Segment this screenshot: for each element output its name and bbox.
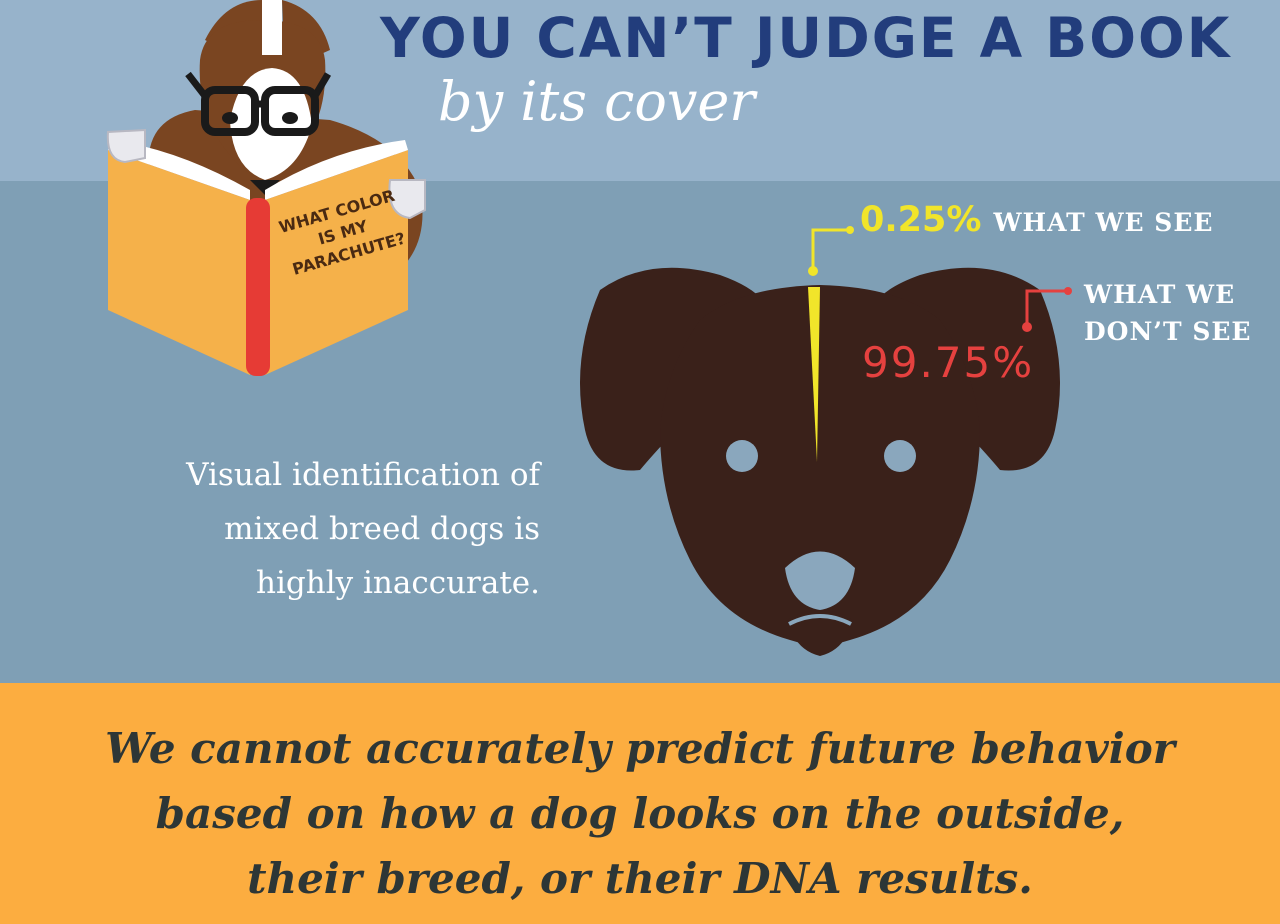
footer-line: their breed, or their DNA results. <box>247 854 1033 903</box>
book-cover-right <box>265 150 408 375</box>
unseen-label-line: DON’T SEE <box>1084 317 1252 346</box>
unseen-callout <box>1022 287 1072 332</box>
footer-statement: We cannot accurately predict future beha… <box>0 716 1280 911</box>
seen-label: WHAT WE SEE <box>993 208 1214 237</box>
dog-paw-left <box>106 128 146 164</box>
caption-line: highly inaccurate. <box>256 565 540 601</box>
reading-dog-illustration <box>106 0 426 376</box>
book-pages-right <box>265 140 408 200</box>
dog-eye-right <box>884 440 916 472</box>
footer-line: based on how a dog looks on the outside, <box>155 789 1125 838</box>
dog-blaze <box>262 0 282 55</box>
unseen-percent: 99.75% <box>862 338 1035 387</box>
glasses-icon <box>185 71 332 136</box>
footer-band <box>0 683 1280 924</box>
book-cover-left <box>108 150 250 375</box>
seen-percent: 0.25% <box>860 200 982 240</box>
caption: Visual identification of mixed breed dog… <box>120 448 540 610</box>
dog-nose <box>250 180 280 195</box>
seen-wedge <box>808 287 820 462</box>
page-subtitle: by its cover <box>438 70 756 133</box>
book-spine <box>246 198 270 376</box>
dog-chin <box>787 610 853 656</box>
dog-face-chart <box>580 267 1060 656</box>
unseen-label-line: WHAT WE <box>1084 280 1236 309</box>
dog-eye-left <box>726 440 758 472</box>
dog-mouth <box>788 614 852 626</box>
unseen-label: WHAT WE DON’T SEE <box>1084 276 1274 350</box>
footer-line: We cannot accurately predict future beha… <box>105 724 1175 773</box>
caption-line: mixed breed dogs is <box>224 511 540 547</box>
page-title: YOU CAN’T JUDGE A BOOK <box>380 6 1232 70</box>
seen-callout <box>808 226 854 276</box>
dog-head <box>660 285 980 645</box>
dog-paw-right <box>388 179 426 220</box>
seen-stat: 0.25% WHAT WE SEE <box>860 200 1213 240</box>
dog-nose <box>785 551 855 610</box>
caption-line: Visual identification of <box>186 457 540 493</box>
